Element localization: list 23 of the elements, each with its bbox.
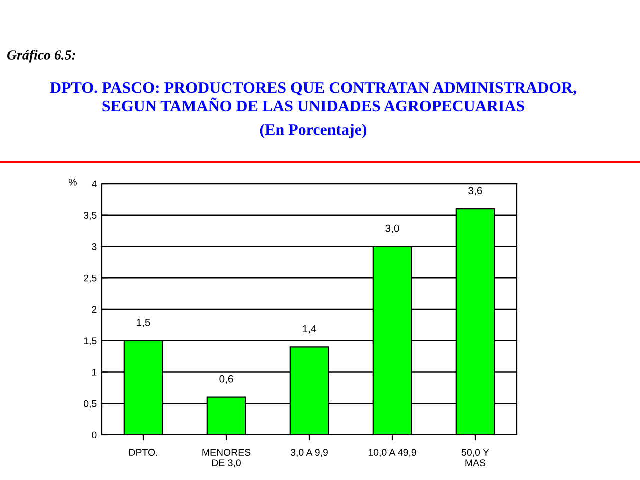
x-tick-label: 50,0 Y MAS [462, 449, 490, 466]
text: Gráfico 6.5: [7, 50, 76, 63]
y-tick-label: 3,5 [84, 212, 97, 220]
data-label: 1,4 [303, 325, 316, 334]
x-tick-label: DPTO. [130, 449, 158, 456]
y-tick-label: 4 [92, 180, 97, 188]
y-tick-label: 3 [92, 243, 97, 250]
x-tick-label: MENORES DE 3,0 [202, 449, 251, 468]
x-tick-label: 3,0 A 9,9 [290, 449, 328, 458]
chart-subtitle: (En Porcentaje) [260, 124, 367, 138]
x-tick-label: 10,0 A 49,9 [368, 449, 416, 458]
y-tick-label: 0,5 [84, 400, 97, 408]
chart-title: DPTO. PASCO: PRODUCTORES QUE CONTRATAN ADMINISTRADOR, SEGUN TAMAÑO DE LAS UNIDADES AGROPECUARIAS [50, 82, 576, 112]
data-label: 3,0 [386, 224, 400, 234]
data-label: 0,6 [220, 375, 234, 384]
y-tick-label: 2 [92, 306, 97, 314]
data-label: 3,6 [468, 187, 482, 196]
y-axis-title: % [68, 179, 77, 186]
data-label: 1,5 [137, 319, 150, 328]
y-tick-label: 2,5 [84, 274, 97, 283]
y-tick-label: 0 [92, 432, 97, 439]
y-tick-label: 1 [92, 369, 97, 376]
y-tick-label: 1,5 [84, 338, 97, 346]
